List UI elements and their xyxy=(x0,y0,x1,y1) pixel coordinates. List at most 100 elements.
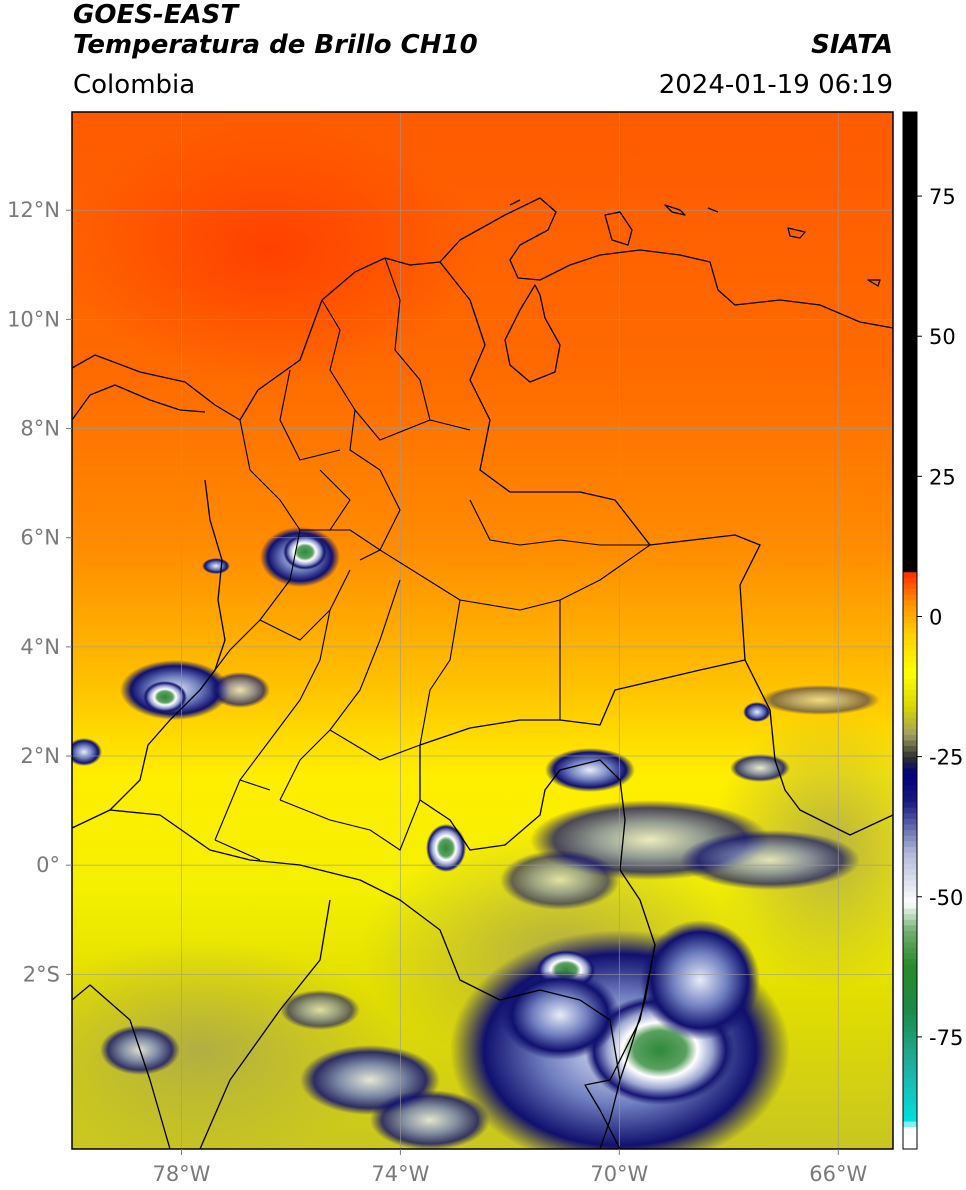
colorbar-segment xyxy=(903,919,917,926)
colorbar-segment xyxy=(903,1070,917,1077)
colorbar-segment xyxy=(903,868,917,875)
colorbar-segment xyxy=(903,459,917,466)
colorbar-segment xyxy=(903,1048,917,1055)
colorbar-segment xyxy=(903,263,917,270)
colorbar-segment xyxy=(903,515,917,522)
colorbar-segment xyxy=(903,521,917,528)
colorbar-segment xyxy=(903,734,917,741)
colorbar-segment xyxy=(903,751,917,758)
colorbar-segment xyxy=(903,179,917,186)
colorbar-segment xyxy=(903,594,917,601)
colorbar-segment xyxy=(903,857,917,864)
colorbar-segment xyxy=(903,812,917,819)
colorbar-segment xyxy=(903,313,917,320)
colombia-brazil-border xyxy=(419,745,656,1149)
colorbar-segment xyxy=(903,582,917,590)
colorbar-segment xyxy=(903,795,917,803)
colorbar-segment xyxy=(903,1104,917,1111)
colorbar-segment xyxy=(903,728,917,735)
colorbar-segment xyxy=(903,902,917,909)
colorbar-segment xyxy=(903,532,917,539)
colorbar-segment xyxy=(903,173,917,180)
colorbar-segment xyxy=(903,252,917,259)
colorbar-segment xyxy=(903,493,917,500)
colorbar-segment xyxy=(903,762,917,769)
colorbar-segment xyxy=(903,196,917,203)
colorbar-segment xyxy=(903,375,917,382)
colorbar-segment xyxy=(903,358,917,365)
colorbar-segment xyxy=(903,711,917,718)
colorbar-segment xyxy=(903,369,917,377)
colorbar-segment xyxy=(903,207,917,214)
colorbar-segment xyxy=(903,184,917,192)
colorbar-segment xyxy=(903,823,917,831)
region-label: Colombia xyxy=(73,70,196,100)
colorbar-segment xyxy=(903,885,917,892)
boundaries xyxy=(72,197,893,1149)
colorbar-segment xyxy=(903,1081,917,1088)
colorbar-segment xyxy=(903,958,917,965)
colorbar-segment xyxy=(903,353,917,360)
colorbar-segment xyxy=(903,128,917,136)
colorbar-segment xyxy=(903,980,917,988)
colorbar-segment xyxy=(903,941,917,948)
colorbar-segment xyxy=(903,168,917,175)
colorbar-segment xyxy=(903,829,917,836)
colorbar-segment xyxy=(903,722,917,730)
colorbar-segment xyxy=(903,386,917,393)
colorbar-tick-label: 25 xyxy=(929,465,956,489)
colorbar-segment xyxy=(903,605,917,612)
colorbar-segment xyxy=(903,274,917,281)
colorbar-segment xyxy=(903,1025,917,1032)
colorbar-segment xyxy=(903,975,917,982)
colorbar-segment xyxy=(903,156,917,164)
colorbar-segment xyxy=(903,381,917,388)
colorbar-segment xyxy=(903,302,917,309)
colorbar-segment xyxy=(903,577,917,584)
colorbar-segment xyxy=(903,633,917,640)
colorbar-segment xyxy=(903,807,917,814)
colorbar-segment xyxy=(903,1076,917,1083)
colorbar-segment xyxy=(903,588,917,595)
colorbar-segment xyxy=(903,863,917,870)
colorbar-tick-label: -25 xyxy=(929,746,963,770)
colorbar-segment xyxy=(903,694,917,702)
colorbar-segment xyxy=(903,706,917,713)
colorbar-segment xyxy=(903,992,917,999)
lat-tick-label: 2°N xyxy=(20,744,60,768)
colorbar-segment xyxy=(903,509,917,517)
curacao-island xyxy=(604,211,633,246)
colorbar-segment xyxy=(903,554,917,562)
colorbar-segment xyxy=(903,1132,917,1139)
colorbar-segment xyxy=(903,425,917,433)
colorbar-segment xyxy=(903,504,917,511)
colorbar-segment xyxy=(903,1109,917,1116)
peru-brazil-border xyxy=(584,944,656,1149)
colorbar-segment xyxy=(903,1064,917,1072)
colorbar-segment xyxy=(903,420,917,427)
colorbar-segment xyxy=(903,325,917,332)
colorbar-segment xyxy=(903,431,917,438)
latitude-labels: 12°N 10°N 8°N 6°N 4°N 2°N 0° 2°S xyxy=(7,198,72,986)
colorbar-segment xyxy=(903,437,917,444)
colorbar-segment xyxy=(903,470,917,477)
datetime-label: 2024-01-19 06:19 xyxy=(658,70,893,100)
colorbar-segment xyxy=(903,666,917,674)
colorbar-segment xyxy=(903,879,917,887)
lat-tick-label: 0° xyxy=(36,853,60,877)
colorbar-segment xyxy=(903,627,917,634)
colorbar-tick-label: 0 xyxy=(929,605,942,629)
colorbar-ticks: 75 50 25 0 -25 -50 -75 xyxy=(917,185,963,1050)
colorbar-segment xyxy=(903,739,917,747)
colorbar-segment xyxy=(903,392,917,399)
lat-tick-label: 4°N xyxy=(20,635,60,659)
colorbar: 75 50 25 0 -25 -50 -75 xyxy=(902,111,963,1150)
colorbar-segment xyxy=(903,240,917,248)
colorbar-segment xyxy=(903,1020,917,1027)
colorbar-segment xyxy=(903,224,917,231)
colorbar-segment xyxy=(903,571,917,578)
colorbar-segment xyxy=(903,330,917,337)
colorbar-tick-label: 50 xyxy=(929,325,956,349)
colorbar-segment xyxy=(903,616,917,623)
